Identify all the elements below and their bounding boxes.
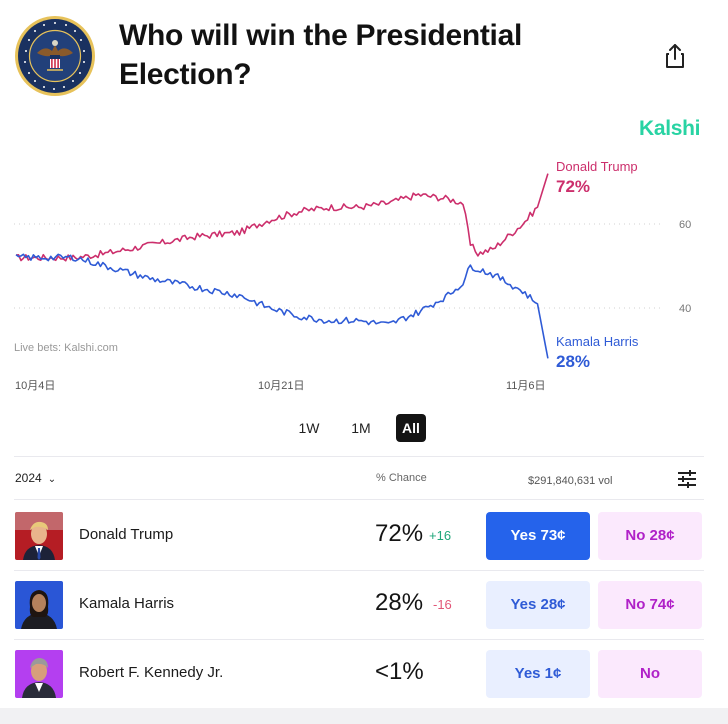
- chance-value: 72%: [375, 520, 424, 547]
- volume-label: $291,840,631 vol: [528, 475, 613, 487]
- time-range-tabs: 1W 1M All: [0, 414, 728, 442]
- avatar-kamala-harris: [15, 581, 63, 629]
- series-value-trump: 72%: [556, 177, 590, 196]
- avatar-robert-f-kennedy-jr: [15, 650, 63, 698]
- candidate-name: Kamala Harris: [79, 595, 175, 612]
- chance-column-header: % Chance: [376, 472, 427, 484]
- x-tick-nov6: 11月6日: [506, 380, 546, 392]
- year-selector[interactable]: 2024 ⌄: [15, 471, 56, 485]
- chart-watermark: Live bets: Kalshi.com: [14, 342, 118, 354]
- share-icon[interactable]: [662, 42, 688, 70]
- buy-no-button[interactable]: No 74¢: [598, 581, 702, 629]
- page-title: Who will win the Presidential Election?: [119, 19, 523, 91]
- divider: [14, 499, 704, 500]
- divider: [14, 456, 704, 457]
- buy-yes-button[interactable]: Yes 73¢: [486, 512, 590, 560]
- buy-no-button[interactable]: No 28¢: [598, 512, 702, 560]
- chevron-down-icon: ⌄: [47, 474, 57, 485]
- presidential-seal-logo: [15, 16, 95, 96]
- candidate-row-robert-f-kennedy-jr: Robert F. Kennedy Jr. <1% Yes 1¢ No: [0, 638, 728, 706]
- divider: [14, 570, 704, 571]
- price-chart: 60 40 Live bets: Kalshi.com 10月4日 10月21日…: [14, 159, 691, 392]
- avatar-donald-trump: [15, 512, 63, 560]
- kalshi-logo: Kalshi: [639, 117, 701, 140]
- bottom-strip: [0, 708, 728, 724]
- sliders-icon[interactable]: [676, 469, 698, 489]
- candidate-name: Donald Trump: [79, 526, 174, 543]
- chance-value: <1%: [375, 658, 424, 685]
- chance-delta: +16: [429, 528, 452, 543]
- candidate-name: Robert F. Kennedy Jr.: [79, 664, 224, 681]
- buy-no-button[interactable]: No: [598, 650, 702, 698]
- year-label: 2024: [15, 471, 42, 485]
- buy-yes-button[interactable]: Yes 28¢: [486, 581, 590, 629]
- series-name-trump: Donald Trump: [556, 159, 638, 174]
- tab-all[interactable]: All: [396, 414, 426, 442]
- y-tick-40: 40: [679, 303, 691, 315]
- x-tick-oct21: 10月21日: [258, 380, 304, 392]
- divider: [14, 639, 704, 640]
- chance-delta: -16: [433, 597, 452, 612]
- tab-1m[interactable]: 1M: [351, 420, 371, 436]
- y-tick-60: 60: [679, 219, 691, 231]
- series-line-kamala-harris: [15, 253, 549, 359]
- chance-value: 28%: [375, 589, 424, 616]
- x-tick-oct4: 10月4日: [15, 380, 55, 392]
- candidate-row-donald-trump: Donald Trump 72% +16 Yes 73¢ No 28¢: [0, 500, 728, 568]
- series-value-harris: 28%: [556, 352, 590, 371]
- series-line-donald-trump: [15, 173, 549, 262]
- buy-yes-button[interactable]: Yes 1¢: [486, 650, 590, 698]
- candidate-row-kamala-harris: Kamala Harris 28% -16 Yes 28¢ No 74¢: [0, 569, 728, 637]
- tab-1w[interactable]: 1W: [298, 420, 320, 436]
- series-name-harris: Kamala Harris: [556, 334, 639, 349]
